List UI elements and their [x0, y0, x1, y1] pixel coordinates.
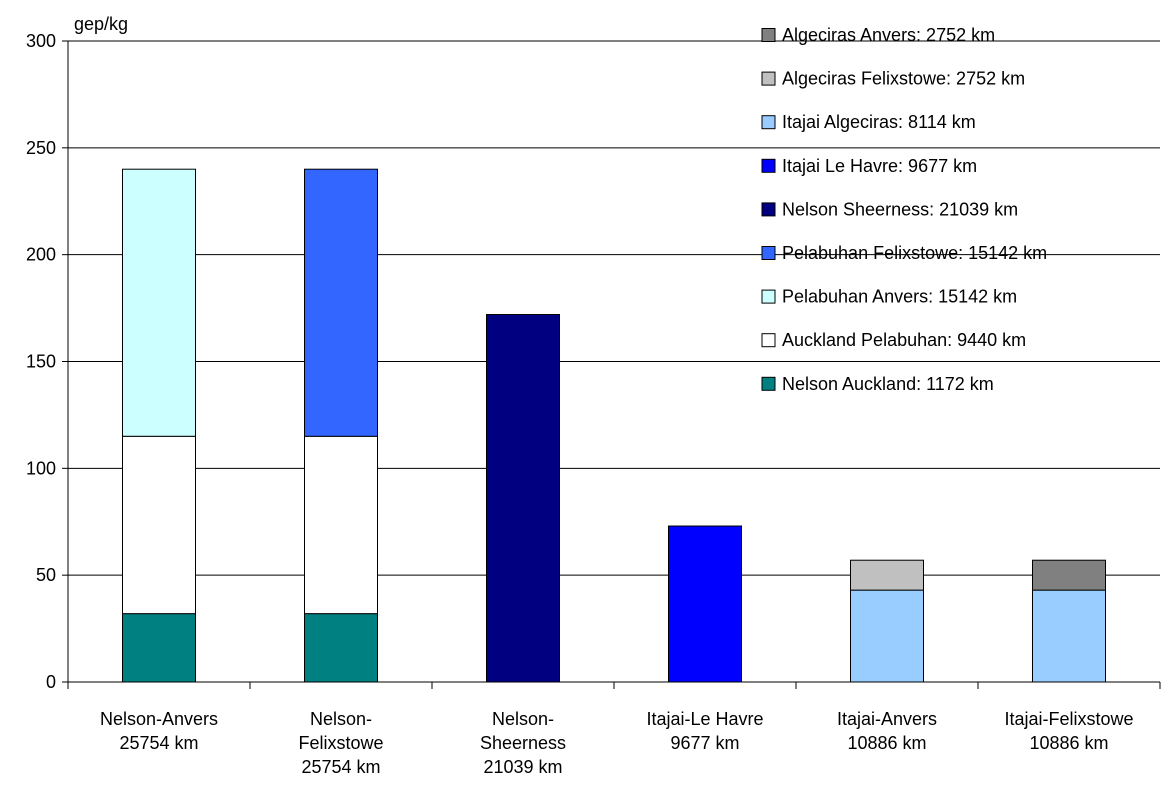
gridlines — [68, 40, 1160, 576]
x-category-label-line: 25754 km — [301, 757, 380, 777]
legend-swatch — [761, 28, 776, 42]
x-category-label-line: 25754 km — [119, 733, 198, 753]
bar-segment — [304, 168, 378, 437]
x-category-label: Nelson- Felixstowe 25754 km — [298, 709, 383, 777]
bar-segment — [122, 435, 196, 615]
x-category-label-line: Felixstowe — [298, 733, 383, 753]
legend-label: Algeciras Anvers: 2752 km — [782, 25, 995, 45]
x-category-label-line: Nelson-Anvers — [100, 709, 218, 729]
x-category-label-line: Nelson- — [310, 709, 372, 729]
bar-segment — [850, 589, 924, 683]
y-tick-label: 200 — [26, 245, 56, 265]
y-tick-label: 0 — [46, 672, 56, 692]
bar-segment — [122, 613, 196, 683]
legend-swatch — [761, 71, 776, 86]
x-category-label-line: Nelson- — [492, 709, 554, 729]
legend-label: Pelabuhan Anvers: 15142 km — [782, 287, 1017, 307]
legend-label: Nelson Sheerness: 21039 km — [782, 199, 1018, 219]
legend-item: Auckland Pelabuhan: 9440 km — [761, 330, 1026, 350]
legend-swatch — [761, 246, 776, 260]
legend-swatch — [761, 376, 776, 391]
legend-swatch — [761, 115, 776, 130]
axes — [62, 40, 1161, 689]
legend-label: Itajai Algeciras: 8114 km — [782, 112, 976, 132]
bar-segment — [1032, 559, 1106, 591]
bar-segment — [122, 168, 196, 437]
y-tick-labels: 0 50 100 150 200 250 300 — [26, 31, 56, 692]
legend-label: Auckland Pelabuhan: 9440 km — [782, 330, 1026, 350]
bar-segment — [304, 435, 378, 615]
bar-segment — [486, 313, 560, 683]
x-category-label: Nelson- Sheerness 21039 km — [480, 709, 566, 777]
legend-item: Pelabuhan Felixstowe: 15142 km — [761, 243, 1047, 263]
y-tick-label: 100 — [26, 458, 56, 478]
y-tick-label: 250 — [26, 138, 56, 158]
x-category-labels: Nelson-Anvers 25754 km Nelson- Felixstowe 25… — [100, 709, 1134, 777]
x-category-label-line: Itajai-Anvers — [837, 709, 937, 729]
legend-label: Pelabuhan Felixstowe: 15142 km — [782, 243, 1047, 263]
x-category-label: Nelson-Anvers 25754 km — [100, 709, 218, 753]
y-tick-label: 50 — [36, 565, 56, 585]
y-tick-label: 300 — [26, 31, 56, 51]
x-category-label-line: 10886 km — [1029, 733, 1108, 753]
legend: Algeciras Anvers: 2752 km Algeciras Felix… — [761, 25, 1047, 394]
x-category-label-line: Sheerness — [480, 733, 566, 753]
legend-swatch — [761, 289, 776, 304]
legend-label: Algeciras Felixstowe: 2752 km — [782, 69, 1025, 89]
legend-item: Algeciras Felixstowe: 2752 km — [761, 69, 1025, 89]
y-tick-label: 150 — [26, 352, 56, 372]
x-category-label-line: 21039 km — [483, 757, 562, 777]
bar-segment — [1032, 589, 1106, 683]
x-category-label: Itajai-Anvers 10886 km — [837, 709, 937, 753]
legend-swatch — [761, 158, 776, 173]
legend-swatch — [761, 333, 776, 348]
legend-swatch — [761, 202, 776, 217]
bar-segment — [668, 525, 742, 683]
y-axis-unit-label: gep/kg — [74, 14, 128, 34]
x-category-label-line: Itajai-Felixstowe — [1004, 709, 1133, 729]
bar-segment — [850, 559, 924, 591]
legend-item: Nelson Auckland: 1172 km — [761, 374, 994, 394]
bars — [122, 168, 1106, 683]
x-category-label-line: Itajai-Le Havre — [646, 709, 763, 729]
legend-item: Itajai Le Havre: 9677 km — [761, 156, 977, 176]
x-category-label-line: 9677 km — [670, 733, 739, 753]
legend-label: Itajai Le Havre: 9677 km — [782, 156, 977, 176]
legend-item: Pelabuhan Anvers: 15142 km — [761, 287, 1017, 307]
bar-segment — [304, 613, 378, 683]
legend-item: Algeciras Anvers: 2752 km — [761, 25, 995, 45]
x-category-label-line: 10886 km — [847, 733, 926, 753]
legend-item: Nelson Sheerness: 21039 km — [761, 199, 1018, 219]
legend-label: Nelson Auckland: 1172 km — [782, 374, 994, 394]
x-category-label: Itajai-Le Havre 9677 km — [646, 709, 763, 753]
legend-item: Itajai Algeciras: 8114 km — [761, 112, 976, 132]
x-category-label: Itajai-Felixstowe 10886 km — [1004, 709, 1133, 753]
